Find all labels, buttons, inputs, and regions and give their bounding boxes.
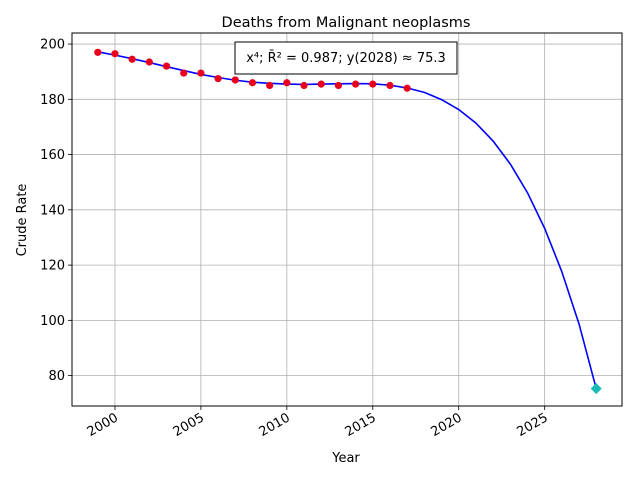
data-point — [145, 58, 153, 66]
y-tick-label: 120 — [40, 259, 65, 274]
annotation-text: x⁴; R̄² = 0.987; y(2028) ≈ 75.3 — [246, 51, 446, 66]
x-axis-label: Year — [331, 451, 360, 466]
annotation-box: x⁴; R̄² = 0.987; y(2028) ≈ 75.3 — [234, 41, 458, 75]
y-tick-label: 180 — [40, 93, 65, 108]
data-point — [231, 76, 239, 84]
data-point — [403, 84, 411, 92]
data-point — [180, 69, 188, 77]
y-axis-ticks: 80 100 120 140 160 180 200 — [40, 38, 72, 384]
data-point — [214, 74, 222, 83]
y-tick-label: 160 — [40, 148, 65, 163]
data-point — [197, 69, 205, 77]
data-point — [317, 80, 325, 88]
chart-title: Deaths from Malignant neoplasms — [222, 15, 471, 31]
y-axis-label: Crude Rate — [15, 184, 30, 257]
data-point — [162, 62, 171, 70]
data-point — [334, 81, 343, 90]
data-point — [111, 50, 119, 58]
data-point — [351, 80, 360, 88]
data-point — [300, 81, 308, 90]
data-point — [369, 80, 377, 88]
plot-frame — [71, 32, 623, 407]
data-point — [266, 81, 274, 90]
prediction-marker — [590, 383, 602, 395]
y-tick-label: 80 — [48, 369, 65, 384]
y-tick-label: 100 — [40, 314, 65, 329]
y-tick-label: 200 — [40, 38, 65, 53]
data-point — [94, 48, 102, 56]
grid — [72, 33, 622, 406]
data-point — [386, 81, 394, 90]
data-point — [248, 79, 257, 87]
data-point — [128, 55, 136, 63]
fit-curve — [97, 51, 597, 389]
data-points — [94, 48, 411, 92]
prediction-point — [590, 383, 602, 395]
data-point — [283, 79, 291, 87]
y-tick-label: 140 — [40, 203, 65, 218]
fit-line — [97, 51, 597, 389]
